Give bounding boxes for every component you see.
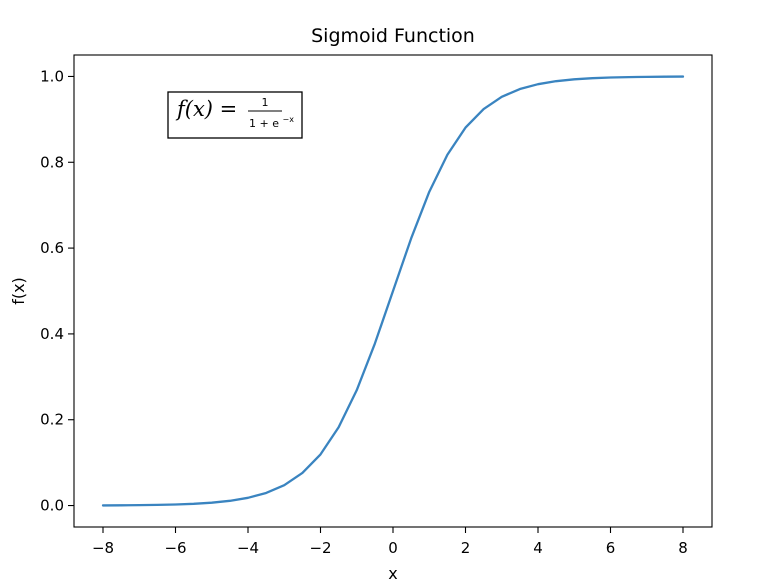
y-tick-label: 0.2 bbox=[40, 411, 64, 429]
x-axis-label: x bbox=[388, 564, 397, 583]
chart-title: Sigmoid Function bbox=[311, 25, 475, 47]
series-layer bbox=[101, 75, 685, 507]
x-tick-label: −4 bbox=[237, 539, 259, 557]
formula-annotation: f(x) = 1 1 + e −x bbox=[167, 91, 303, 139]
x-tick-label: 8 bbox=[678, 539, 688, 557]
y-tick-label: 0.0 bbox=[40, 497, 64, 515]
x-tick-label: 4 bbox=[533, 539, 543, 557]
formula-denominator: 1 + e −x bbox=[249, 115, 294, 130]
formula-lhs: f(x) = bbox=[175, 97, 237, 121]
x-tick-label: 6 bbox=[606, 539, 616, 557]
y-tick-label: 0.8 bbox=[40, 153, 64, 171]
series-line-0 bbox=[101, 75, 685, 507]
y-tick-label: 1.0 bbox=[40, 67, 64, 85]
y-tick-label: 0.6 bbox=[40, 239, 64, 257]
x-tick-label: 0 bbox=[388, 539, 398, 557]
formula-numerator: 1 bbox=[262, 96, 269, 109]
x-axis-ticks: −8 −6 −4 −2 0 2 4 6 8 bbox=[92, 527, 688, 557]
y-axis-label: f(x) bbox=[9, 277, 28, 305]
formula-denominator-exponent: −x bbox=[282, 115, 294, 124]
x-tick-label: −2 bbox=[309, 539, 331, 557]
x-tick-label: 2 bbox=[461, 539, 471, 557]
x-tick-label: −6 bbox=[164, 539, 186, 557]
formula-box bbox=[167, 91, 303, 139]
formula-denominator-base: 1 + e bbox=[249, 117, 279, 130]
y-tick-label: 0.4 bbox=[40, 325, 64, 343]
y-axis-ticks: 0.0 0.2 0.4 0.6 0.8 1.0 bbox=[40, 67, 74, 515]
x-tick-label: −8 bbox=[92, 539, 114, 557]
